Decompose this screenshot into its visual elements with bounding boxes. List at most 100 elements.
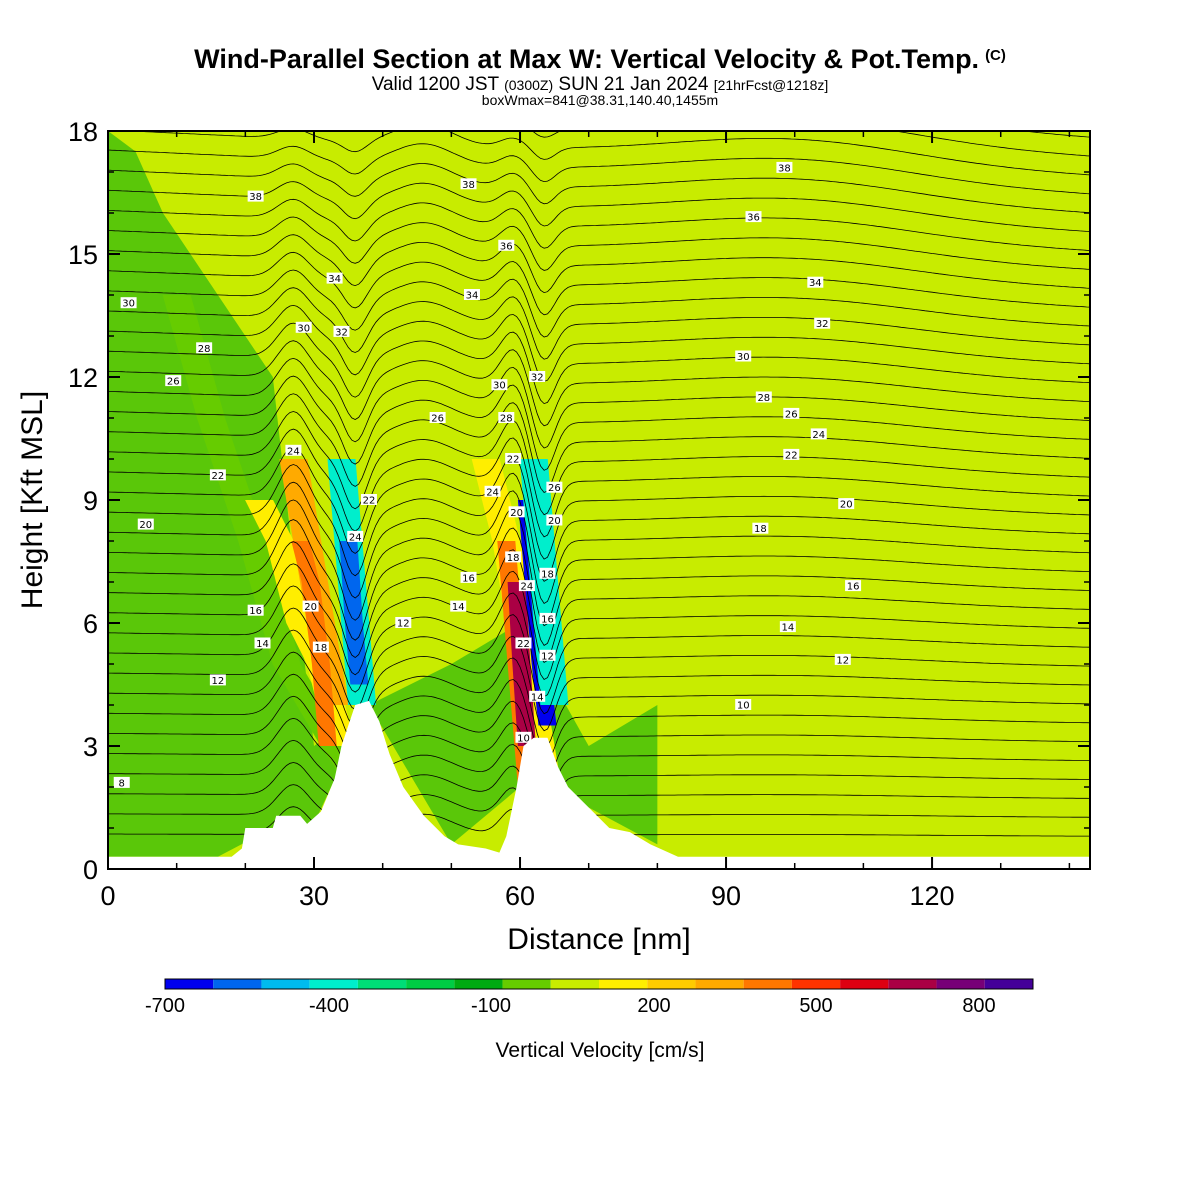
colorbar-swatch bbox=[791, 979, 841, 989]
theta-contour-line bbox=[108, 499, 1090, 627]
contour-label-text: 18 bbox=[507, 553, 520, 564]
contour-label-text: 24 bbox=[521, 582, 534, 593]
contour-label-box bbox=[120, 297, 137, 309]
x-tick-label: 60 bbox=[505, 881, 535, 911]
colorbar-swatch bbox=[213, 979, 262, 989]
theta-contour-line bbox=[108, 762, 1090, 834]
contour-label: 36 bbox=[745, 211, 762, 224]
contour-label-box bbox=[807, 276, 824, 288]
theta-contour-line bbox=[108, 739, 1090, 817]
theta-contour-line bbox=[108, 393, 1090, 494]
contour-label: 38 bbox=[247, 190, 264, 203]
theta-contour-line bbox=[108, 198, 1090, 251]
contour-label: 20 bbox=[838, 498, 855, 511]
contour-label-text: 38 bbox=[462, 180, 475, 191]
contour-label: 14 bbox=[779, 621, 796, 634]
y-tick-label: 0 bbox=[83, 855, 98, 885]
colorbar-swatch bbox=[165, 979, 214, 989]
contour-label-text: 20 bbox=[510, 508, 523, 519]
contour-label: 10 bbox=[515, 731, 532, 744]
contour-label-text: 10 bbox=[737, 701, 750, 712]
contour-label-text: 12 bbox=[212, 676, 225, 687]
contour-label-text: 8 bbox=[119, 778, 125, 789]
theta-contour-line bbox=[108, 357, 1090, 449]
contour-label-text: 28 bbox=[500, 414, 513, 425]
contour-label: 20 bbox=[508, 506, 525, 519]
contour-label-text: 24 bbox=[287, 446, 300, 457]
contour-label-box bbox=[779, 621, 796, 633]
contour-label-box bbox=[498, 239, 515, 251]
colorbar-swatch bbox=[406, 979, 455, 989]
colorbar-title: Vertical Velocity [cm/s] bbox=[496, 1039, 705, 1062]
chart-title-text: Wind-Parallel Section at Max W: Vertical… bbox=[194, 44, 980, 74]
theta-contour-line bbox=[108, 541, 1090, 664]
theta-contour-line bbox=[108, 269, 1090, 338]
terrain-profile bbox=[108, 700, 1090, 869]
contour-label: 24 bbox=[518, 580, 535, 593]
contour-label-box bbox=[529, 690, 546, 702]
colorbar-swatch bbox=[502, 979, 551, 989]
contour-label-text: 14 bbox=[531, 692, 544, 703]
contour-label: 18 bbox=[505, 551, 522, 564]
contour-label: 22 bbox=[505, 453, 522, 466]
contour-label-box bbox=[429, 412, 446, 423]
contour-label-box bbox=[247, 604, 264, 616]
contour-label: 30 bbox=[491, 379, 508, 392]
contour-label-text: 24 bbox=[812, 430, 825, 441]
contour-label-text: 34 bbox=[328, 274, 341, 285]
contour-label: 34 bbox=[807, 276, 824, 289]
contour-label-box bbox=[783, 448, 800, 460]
contour-label: 14 bbox=[254, 637, 271, 650]
contour-label-text: 22 bbox=[363, 496, 376, 507]
contour-label-text: 20 bbox=[139, 520, 152, 531]
contour-label: 30 bbox=[735, 350, 752, 363]
contour-label-text: 30 bbox=[737, 352, 750, 363]
theta-contour-line bbox=[1020, 131, 1090, 138]
contour-label-box bbox=[347, 530, 364, 542]
theta-contour-line bbox=[108, 784, 1090, 851]
colorbar-swatch bbox=[743, 979, 792, 989]
theta-contour-line bbox=[108, 428, 1090, 538]
contour-label: 32 bbox=[814, 317, 831, 330]
colorbar-swatch bbox=[936, 979, 985, 989]
contour-label-box bbox=[735, 350, 752, 362]
contour-label-text: 20 bbox=[840, 500, 853, 511]
theta-contour-line bbox=[108, 143, 1090, 195]
theta-contour-line bbox=[108, 629, 1090, 732]
contour-label-text: 24 bbox=[349, 532, 362, 543]
contour-label: 12 bbox=[834, 653, 851, 666]
contour-label: 22 bbox=[783, 448, 800, 461]
theta-contour-line bbox=[108, 163, 1090, 214]
contour-label-text: 16 bbox=[249, 606, 262, 617]
contour-label-text: 32 bbox=[531, 373, 544, 384]
contour-label-text: 22 bbox=[507, 455, 520, 466]
contour-label-text: 26 bbox=[431, 414, 444, 425]
contour-label: 20 bbox=[137, 518, 154, 531]
contour-label-box bbox=[518, 580, 535, 592]
contour-label-text: 20 bbox=[548, 516, 561, 527]
theta-contour-line bbox=[108, 607, 1090, 715]
contour-label: 30 bbox=[295, 321, 312, 334]
contour-label: 16 bbox=[460, 571, 477, 584]
contour-label-box bbox=[395, 617, 412, 628]
theta-contour-line bbox=[108, 216, 1090, 271]
contour-label: 24 bbox=[810, 428, 827, 441]
y-tick-label: 18 bbox=[68, 117, 98, 147]
x-tick-label: 30 bbox=[299, 881, 329, 911]
contour-label-text: 26 bbox=[785, 409, 798, 420]
colorbar-swatch bbox=[357, 979, 407, 989]
contour-label-text: 30 bbox=[122, 299, 135, 310]
x-axis-label: Distance [nm] bbox=[507, 923, 690, 956]
contour-label-box bbox=[113, 776, 130, 788]
contour-label-text: 22 bbox=[517, 639, 530, 650]
contour-label: 34 bbox=[326, 272, 343, 285]
contour-label-text: 16 bbox=[462, 573, 475, 584]
contour-label: 24 bbox=[347, 530, 364, 543]
colorbar-swatch bbox=[888, 979, 937, 989]
contour-label-box bbox=[783, 407, 800, 419]
contour-label-text: 10 bbox=[517, 733, 530, 744]
contour-label-text: 28 bbox=[757, 393, 770, 404]
contour-label: 26 bbox=[546, 481, 563, 494]
contour-label-box bbox=[755, 391, 772, 403]
contour-label: 28 bbox=[498, 412, 515, 425]
